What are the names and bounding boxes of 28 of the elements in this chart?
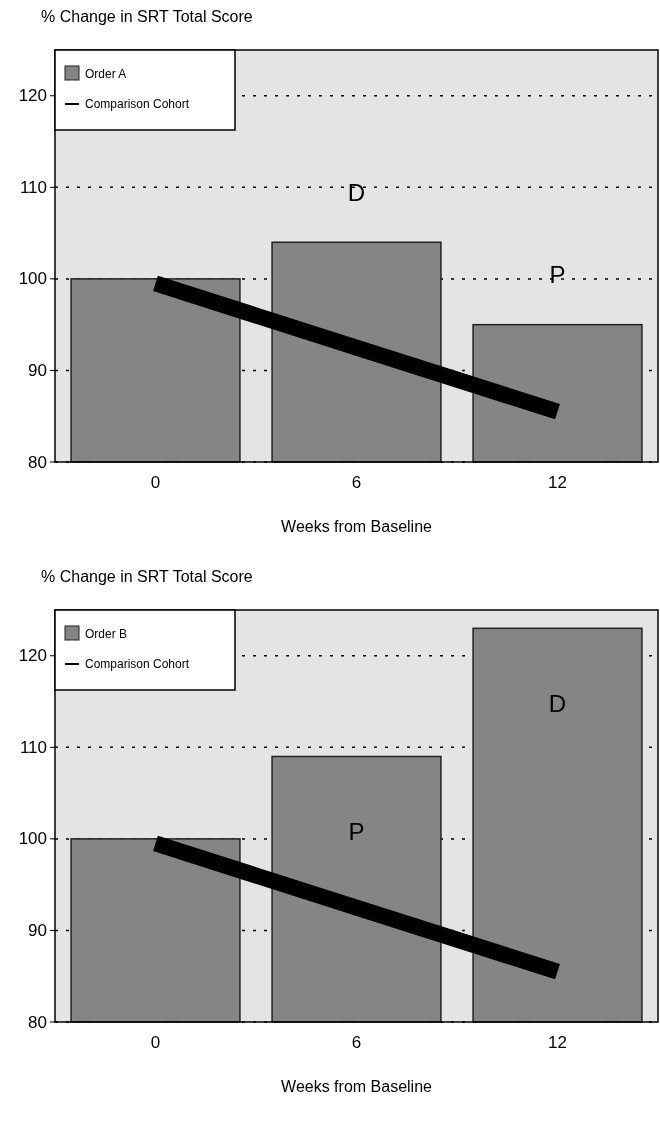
y-tick-label: 120 — [18, 646, 47, 666]
legend-label: Comparison Cohort — [85, 657, 190, 671]
x-tick-label: 6 — [351, 473, 362, 492]
chart-title: % Change in SRT Total Score — [41, 568, 253, 585]
y-tick-label: 100 — [18, 269, 47, 289]
x-axis-title: Weeks from Baseline — [281, 518, 433, 535]
annotation: D — [347, 178, 366, 206]
y-tick-label: 80 — [28, 1012, 47, 1032]
y-tick-label: 90 — [28, 920, 47, 940]
x-tick-label: 0 — [150, 1033, 161, 1052]
x-tick-label: 12 — [548, 1033, 567, 1052]
x-tick-label: 0 — [150, 473, 161, 492]
x-tick-label: 12 — [548, 473, 567, 492]
legend-label: Order B — [85, 627, 128, 641]
y-tick-label: 110 — [19, 177, 47, 197]
chart-title: % Change in SRT Total Score — [41, 8, 253, 25]
y-tick-label: 90 — [28, 360, 47, 380]
x-tick-label: 6 — [351, 1033, 362, 1052]
annotation: D — [548, 689, 567, 717]
y-tick-label: 80 — [28, 452, 47, 472]
y-tick-label: 100 — [18, 829, 47, 849]
x-axis-title: Weeks from Baseline — [281, 1078, 433, 1095]
y-tick-label: 120 — [18, 86, 47, 106]
y-tick-label: 110 — [19, 737, 47, 757]
legend-label: Order A — [85, 67, 127, 81]
legend-label: Comparison Cohort — [85, 97, 190, 111]
annotation: P — [549, 261, 566, 289]
annotation: P — [348, 817, 365, 845]
